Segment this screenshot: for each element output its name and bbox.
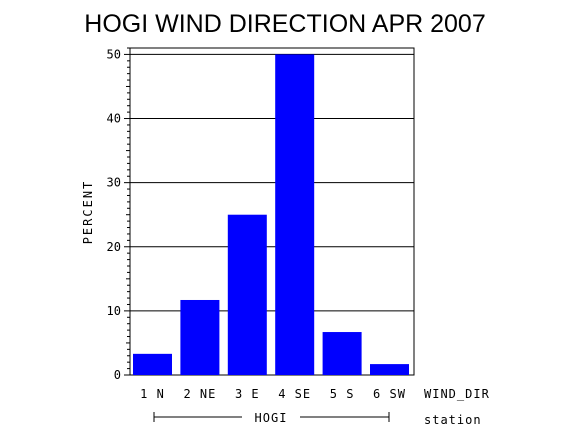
x-axis-labels: 1 N 2 NE 3 E 4 SE 5 S 6 SW — [140, 387, 406, 401]
chart-title: HOGI WIND DIRECTION APR 2007 — [84, 10, 485, 38]
bars — [133, 54, 409, 375]
y-tick-label: 40 — [107, 112, 121, 126]
x-tick-label: 3 E — [235, 387, 260, 401]
x-tick-label: 6 SW — [373, 387, 406, 401]
x-tick-label: 4 SE — [278, 387, 311, 401]
y-axis-label: PERCENT — [81, 180, 95, 245]
station-group-bracket — [153, 412, 390, 422]
y-tick-label: 50 — [107, 47, 121, 61]
plot-frame — [129, 47, 415, 376]
gridlines — [130, 53, 414, 312]
bar — [133, 353, 172, 375]
bar — [275, 54, 315, 375]
y-axis-ticks: 0 10 20 30 40 50 — [107, 47, 130, 382]
y-tick-label: 20 — [107, 240, 121, 254]
bar — [322, 332, 362, 375]
y-tick-label: 10 — [107, 304, 121, 318]
bar — [227, 214, 267, 375]
x-tick-label: 5 S — [330, 387, 355, 401]
station-group-label: HOGI — [255, 411, 288, 425]
bar — [180, 299, 220, 375]
x-tick-label: 2 NE — [183, 387, 216, 401]
x-tick-label: 1 N — [140, 387, 165, 401]
x-axis-label: WIND_DIR — [424, 387, 490, 401]
y-tick-label: 0 — [114, 368, 121, 382]
y-tick-label: 30 — [107, 176, 121, 190]
station-axis-label: station — [424, 413, 482, 427]
bar — [370, 364, 409, 375]
